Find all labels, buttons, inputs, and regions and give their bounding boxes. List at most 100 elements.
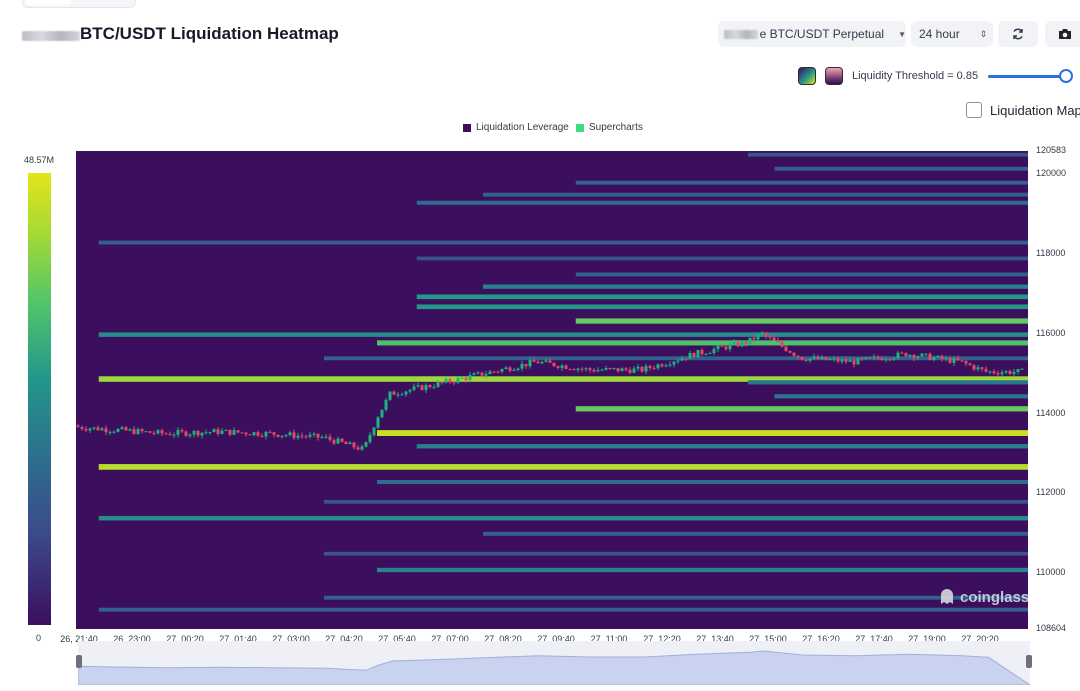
viridis-palette-swatch[interactable] [798, 67, 816, 85]
candle-body [92, 427, 96, 429]
candle-body [260, 435, 264, 437]
candle-body [452, 382, 456, 384]
legend-item-supercharts[interactable]: Supercharts [576, 122, 643, 133]
candle-body [688, 352, 692, 359]
candle-body [780, 342, 784, 347]
candle-body [652, 367, 656, 369]
screenshot-button[interactable] [1045, 21, 1080, 47]
liquidation-heatmap[interactable] [76, 151, 1028, 629]
threshold-slider-track[interactable] [988, 75, 1068, 78]
candle-body [608, 368, 612, 370]
candle-body [844, 359, 848, 362]
exchange-select[interactable]: e BTC/USDT Perpetual ▼ [718, 21, 906, 47]
active-tab[interactable] [25, 0, 71, 5]
navigator-sparkline [77, 650, 1032, 686]
candle-body [436, 382, 440, 388]
threshold-slider-handle[interactable] [1059, 69, 1073, 83]
liquidation-band [324, 551, 1028, 556]
candle-body [592, 370, 596, 372]
liquidation-band [483, 284, 1028, 289]
legend-swatch-supercharts [576, 123, 584, 132]
candle-body [240, 432, 244, 434]
candle-body [448, 379, 452, 383]
candle-body [252, 432, 256, 436]
candle-body [796, 355, 800, 358]
legend-item-liquidation-leverage[interactable]: Liquidation Leverage [463, 122, 569, 133]
liquidation-band [748, 152, 1028, 157]
candle-body [160, 430, 164, 434]
candle-body [488, 371, 492, 375]
candle-body [248, 434, 252, 436]
liquidation-band [483, 531, 1028, 536]
candle-body [992, 371, 996, 374]
candle-body [852, 360, 856, 365]
candle-body [624, 368, 628, 370]
candle-body [740, 341, 744, 347]
candle-body [292, 432, 296, 438]
navigator-left-handle[interactable] [76, 655, 82, 668]
candle-body [772, 337, 776, 341]
candle-body [180, 430, 184, 432]
candle-body [620, 368, 624, 372]
navigator-right-handle[interactable] [1026, 655, 1032, 668]
candle-body [868, 357, 872, 359]
candle-body [808, 358, 812, 361]
candle-body [96, 427, 100, 431]
candle-body [760, 333, 764, 335]
camera-icon [1059, 29, 1071, 39]
liquidation-band [416, 444, 1028, 449]
candle-body [168, 433, 172, 436]
candle-body [1020, 368, 1024, 370]
candle-body [720, 345, 724, 347]
legend-swatch-leverage [463, 123, 471, 132]
navigator-area [77, 650, 1032, 686]
candle-body [152, 432, 156, 434]
time-navigator[interactable] [77, 641, 1032, 686]
candle-body [1012, 371, 1016, 374]
candle-body [812, 356, 816, 359]
candle-body [612, 368, 616, 370]
candle-body [888, 359, 892, 361]
candle-body [476, 372, 480, 374]
candle-body [84, 429, 88, 431]
candle-body [692, 352, 696, 358]
candle-body [672, 361, 676, 365]
candle-body [932, 357, 936, 361]
candle-body [200, 432, 204, 436]
top-tab-strip[interactable] [22, 0, 136, 8]
refresh-button[interactable] [998, 21, 1038, 47]
candle-body [716, 345, 720, 350]
candle-body [568, 368, 572, 370]
exchange-select-label: e BTC/USDT Perpetual [759, 27, 885, 41]
candle-body [376, 417, 380, 428]
legend-label-supercharts: Supercharts [589, 122, 643, 133]
liquidation-map-checkbox[interactable] [966, 102, 982, 118]
y-axis-tick-label: 116000 [1036, 327, 1066, 338]
candle-body [928, 353, 932, 361]
liquidation-band [377, 567, 1028, 573]
candle-body [424, 385, 428, 390]
candle-body [408, 389, 412, 392]
x-axis-tick-label: 27, 07:00 [431, 634, 469, 644]
candle-body [968, 363, 972, 366]
candle-body [732, 342, 736, 345]
candle-body [604, 368, 608, 370]
updown-icon: ⇕ [979, 28, 988, 39]
timeframe-select[interactable]: 24 hour ⇕ [911, 21, 993, 47]
candle-body [548, 360, 552, 363]
magma-palette-swatch[interactable] [825, 67, 843, 85]
candle-body [728, 344, 732, 350]
candle-body [824, 356, 828, 360]
candle-body [752, 337, 756, 340]
candle-body [776, 340, 780, 343]
candle-body [556, 366, 560, 368]
candle-body [156, 430, 160, 434]
legend-label-leverage: Liquidation Leverage [476, 122, 569, 133]
candle-body [212, 429, 216, 433]
x-axis-tick-label: 27, 00:20 [166, 634, 204, 644]
candle-body [656, 364, 660, 369]
candle-body [536, 361, 540, 364]
candle-body [972, 365, 976, 370]
liquidation-band [483, 192, 1028, 197]
candle-body [680, 358, 684, 361]
